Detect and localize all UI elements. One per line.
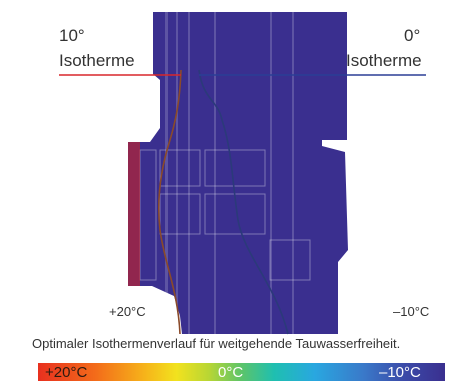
scale-label-warm: +20°C bbox=[45, 364, 88, 381]
warm-side-label: +20°C bbox=[109, 304, 146, 319]
isotherm-10-curve bbox=[157, 69, 182, 335]
scale-label-cold: –10°C bbox=[379, 364, 421, 381]
isotherm-0-curve bbox=[198, 69, 289, 335]
isotherm-0-degree: 0° bbox=[404, 26, 421, 45]
scale-label-neutral: 0°C bbox=[218, 364, 244, 381]
temperature-scale-bar bbox=[38, 363, 445, 381]
isotherm-10-label: Isotherme bbox=[59, 51, 135, 70]
isotherm-10-degree: 10° bbox=[59, 26, 85, 45]
caption: Optimaler Isothermenverlauf für weitgehe… bbox=[32, 336, 401, 351]
profile-stripes bbox=[165, 12, 294, 334]
profile-body bbox=[128, 12, 348, 334]
isotherm-0-label: Isotherme bbox=[346, 51, 422, 70]
cold-side-label: –10°C bbox=[393, 304, 430, 319]
